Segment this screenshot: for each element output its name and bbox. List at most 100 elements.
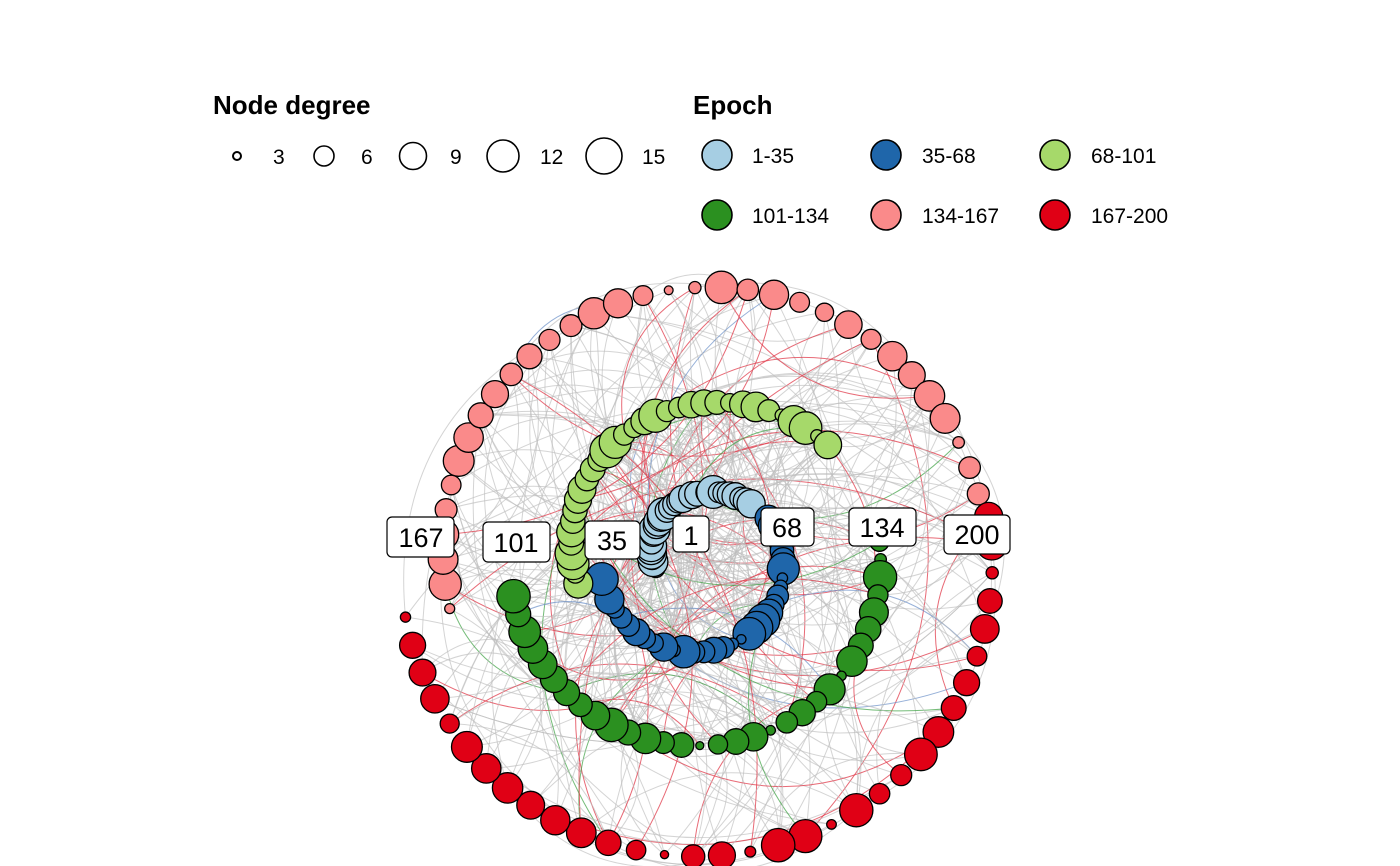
network-edge (621, 287, 696, 435)
network-node (625, 839, 647, 861)
network-edge (745, 499, 881, 578)
network-edge (655, 568, 734, 644)
epoch-tag-167: 167 (386, 516, 455, 558)
network-edge (566, 583, 781, 693)
network-edge (677, 407, 783, 579)
network-node (480, 379, 510, 409)
epoch-key-68-101: 68-101 (1039, 139, 1156, 171)
network-node (680, 844, 706, 866)
degree-key-3-label: 3 (273, 146, 285, 169)
network-edge (530, 692, 939, 806)
network-edge (678, 407, 750, 746)
network-edge (716, 289, 756, 403)
network-edge (445, 485, 653, 539)
network-edge (653, 355, 893, 644)
epoch-key-1-35: 1-35 (701, 139, 794, 171)
epoch-tag-35-label: 35 (597, 526, 627, 556)
network-edge (511, 373, 758, 852)
network-node (399, 611, 412, 623)
node-degree-legend: Node degree 3 6 9 12 15 (213, 90, 665, 175)
network-edge (570, 429, 970, 544)
degree-key-6-label: 6 (361, 146, 373, 169)
network-edge (614, 497, 742, 610)
epoch-key-68-101-swatch (1039, 139, 1071, 171)
network-edge (458, 460, 675, 524)
network-node (659, 849, 670, 860)
epoch-key-134-167-label: 134-167 (922, 205, 999, 228)
network-edge (651, 541, 978, 671)
network-edge (480, 414, 595, 821)
epoch-key-167-200: 167-200 (1039, 199, 1168, 231)
network-node (826, 818, 837, 830)
epoch-tag-134-box (848, 507, 917, 547)
network-edge (593, 312, 946, 440)
network-node (922, 716, 955, 748)
network-edge (749, 655, 978, 852)
network-edge (486, 643, 655, 769)
network-edge (782, 375, 913, 561)
network-node (976, 588, 1003, 614)
epoch-key-101-134-label: 101-134 (752, 205, 829, 228)
network-edge (443, 295, 644, 535)
network-edge (458, 449, 659, 522)
network-edge (466, 746, 902, 839)
network-node (814, 302, 835, 323)
network-edge (855, 628, 985, 811)
network-node (470, 753, 502, 784)
network-node (913, 380, 946, 412)
network-edge (614, 404, 744, 610)
network-edge (484, 339, 550, 615)
network-edge (579, 609, 770, 706)
network-node (839, 792, 874, 828)
network-node (516, 343, 543, 370)
network-node (876, 340, 908, 372)
degree-key-9-circle (398, 141, 428, 171)
epoch-tag-101-label: 101 (493, 528, 538, 558)
degree-key-15-circle (585, 137, 623, 175)
degree-key-15-label: 15 (642, 146, 665, 169)
degree-key-12-circle (486, 139, 520, 173)
epoch-key-1-35-label: 1-35 (752, 145, 794, 168)
epoch-tag-1: 1 (672, 515, 710, 553)
network-node (594, 829, 622, 857)
network-node (940, 694, 967, 722)
network-edge (747, 289, 862, 846)
network-node (834, 310, 863, 339)
network-node (688, 280, 702, 295)
epoch-tag-200-label: 200 (954, 520, 999, 550)
network-edge (620, 732, 665, 855)
epoch-key-134-167-swatch (870, 199, 902, 231)
network-node (398, 631, 427, 659)
network-edge (592, 469, 783, 580)
node-degree-legend-title: Node degree (213, 90, 371, 120)
network-edge (683, 651, 922, 761)
network-node (952, 435, 966, 449)
network-node (496, 578, 531, 614)
network-node (420, 683, 450, 714)
network-edge (644, 638, 832, 825)
network-node (695, 740, 705, 751)
edge-layer (403, 273, 1005, 866)
network-edge (580, 703, 806, 837)
degree-key-6: 6 (313, 145, 373, 169)
network-node (704, 270, 739, 305)
epoch-tag-1-label: 1 (683, 521, 698, 551)
network-node (499, 362, 524, 387)
network-edge (529, 355, 654, 639)
epoch-key-134-167: 134-167 (870, 199, 999, 231)
network-edge (645, 290, 737, 739)
epoch-key-35-68: 35-68 (870, 139, 976, 171)
network-node (559, 314, 583, 338)
network-node (632, 285, 654, 307)
epoch-key-35-68-label: 35-68 (922, 145, 976, 168)
network-node (952, 669, 981, 697)
network-edge (604, 580, 939, 733)
node-layer (398, 270, 1008, 866)
network-node (565, 817, 597, 849)
network-edge (876, 572, 993, 794)
network-edge (725, 541, 781, 846)
epoch-tag-134: 134 (848, 507, 917, 547)
network-edge (673, 503, 858, 811)
network-node (929, 402, 961, 434)
